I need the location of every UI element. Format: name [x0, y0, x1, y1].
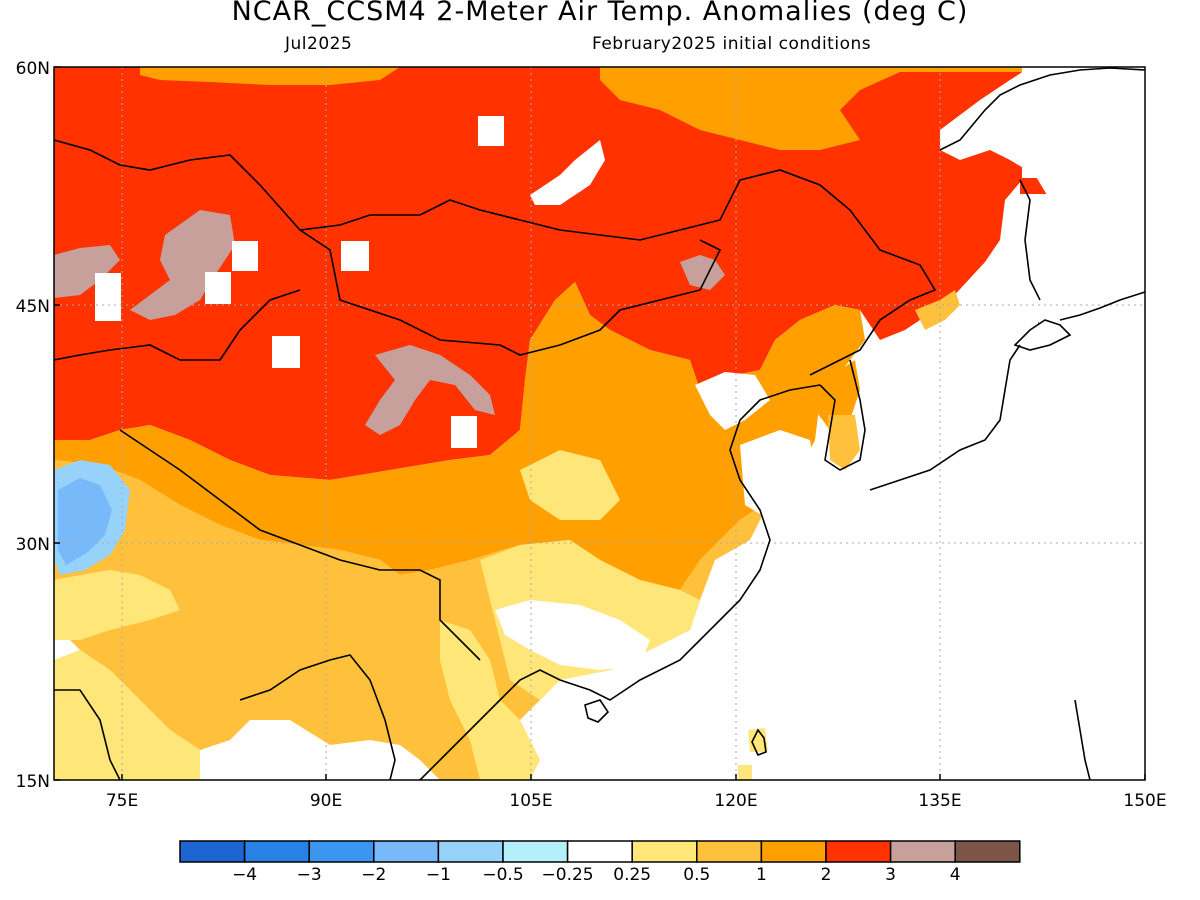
philippines-coast [1074, 699, 1091, 780]
lon-label-90e: 90E [310, 791, 342, 811]
colorbar-swatch [760, 840, 827, 863]
taiwan [751, 728, 767, 757]
colorbar-swatch [825, 840, 892, 863]
lon-label-75e: 75E [106, 791, 138, 811]
colorbar-swatch [243, 840, 310, 863]
kamchatka-coast [1059, 291, 1145, 321]
colorbar-label: 3 [885, 865, 896, 885]
neutral-anomaly-south-china [495, 600, 650, 670]
colorbar-label: −4 [232, 865, 257, 885]
colorbar-swatch [954, 840, 1021, 863]
coastlines-and-borders [54, 67, 1145, 780]
colorbar-swatch [179, 840, 246, 863]
orange-anomaly-primorye [915, 290, 960, 330]
hainan [584, 699, 610, 723]
china-north-border [54, 139, 937, 376]
colorbar-label: 0.25 [613, 865, 651, 885]
japan-honshu [869, 344, 1021, 491]
colorbar-label: −3 [297, 865, 322, 885]
colorbar-label: −0.5 [482, 865, 523, 885]
lon-label-105e: 105E [509, 791, 552, 811]
mask-baikal [530, 140, 605, 205]
lat-label-30n: 30N [16, 535, 50, 555]
colorbar-swatch [631, 840, 698, 863]
russia-coast [939, 67, 1145, 151]
light-orange-anomaly-region [54, 460, 770, 780]
himalaya-border [119, 429, 481, 661]
colorbar-label: 4 [950, 865, 961, 885]
colorbar-label: 1 [756, 865, 767, 885]
initial-conditions-label: February2025 initial conditions [592, 34, 872, 54]
colorbar-swatch [696, 840, 763, 863]
lon-label-150e: 150E [1123, 791, 1166, 811]
mask-east-edge [760, 67, 1145, 780]
orange-north-tongue [600, 67, 1022, 150]
neutral-anomaly-east [700, 530, 800, 620]
yellow-anomaly-india [54, 650, 200, 780]
blue-anomaly-core [58, 478, 112, 565]
colorbar: −4 −3 −2 −1 −0.5 −0.25 0.25 0.5 1 2 3 4 [179, 840, 1021, 885]
brown-anomaly-kazakh [130, 210, 235, 320]
mask-block [341, 241, 369, 271]
sakhalin [1019, 179, 1041, 301]
mask-block [451, 416, 477, 448]
tick-marks [54, 66, 1146, 781]
lat-label-15n: 15N [16, 772, 50, 792]
mask-block [232, 241, 258, 271]
mask-block [205, 272, 231, 304]
bay-of-bengal-coast [239, 654, 396, 780]
mask-bohai [695, 372, 770, 430]
korea-coast [819, 359, 866, 471]
valid-month-label: Jul2025 [285, 34, 353, 54]
yellow-anomaly-luzon [738, 765, 752, 780]
mask-yellowsea [740, 430, 815, 520]
mask-block [478, 116, 504, 146]
mongolia-border [299, 229, 722, 356]
colorbar-label: −1 [426, 865, 451, 885]
brown-anomaly-tarim [365, 345, 495, 435]
colorbar-label: 0.5 [683, 865, 710, 885]
lat-label-45n: 45N [16, 297, 50, 317]
map-title: NCAR_CCSM4 2-Meter Air Temp. Anomalies (… [231, 0, 969, 27]
yellow-anomaly-interior [520, 450, 620, 520]
orange-northwest-tongue [140, 67, 400, 85]
yellow-anomaly-peninsula [440, 620, 540, 780]
orange-anomaly-region [54, 282, 865, 590]
mask-block [272, 336, 300, 368]
brown-anomaly-west [54, 245, 120, 298]
colorbar-swatch [373, 840, 440, 863]
india-coast [54, 689, 121, 780]
mask-block [95, 273, 121, 321]
colorbar-label: 2 [821, 865, 832, 885]
orange-anomaly-korea-south [828, 415, 860, 470]
hokkaido [1013, 319, 1072, 351]
colorbar-label: −2 [361, 865, 386, 885]
lat-label-60n: 60N [16, 59, 50, 79]
yellow-anomaly-west [54, 570, 180, 640]
colorbar-swatch [502, 840, 569, 863]
lon-label-120e: 120E [714, 791, 757, 811]
colorbar-label: −0.25 [542, 865, 594, 885]
colorbar-swatch [889, 840, 956, 863]
colorbar-swatch [437, 840, 504, 863]
indochina-coast [419, 384, 821, 780]
anomaly-field [54, 67, 1145, 780]
orange-anomaly-korea [815, 360, 860, 430]
colorbar-swatch [566, 840, 633, 863]
kazakh-border [54, 289, 301, 361]
colorbar-swatch [308, 840, 375, 863]
lon-label-135e: 135E [918, 791, 961, 811]
plot-frame [53, 66, 1146, 781]
